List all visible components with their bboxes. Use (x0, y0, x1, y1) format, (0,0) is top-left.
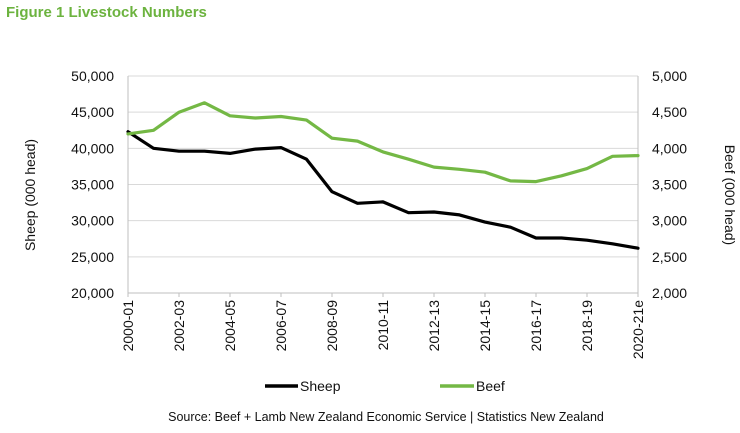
figure-title: Figure 1 Livestock Numbers (6, 4, 207, 21)
series-lines (126, 101, 640, 250)
x-tick-label: 2010-11 (375, 300, 391, 351)
left-tick-label: 40,000 (71, 140, 114, 156)
right-tick-label: 2,000 (652, 285, 687, 301)
right-tick-label: 5,000 (652, 68, 687, 84)
left-tick-label: 20,000 (71, 285, 114, 301)
right-axis-label: Beef (000 head) (722, 145, 738, 245)
right-axis-ticks: 2,000 2,500 3,000 3,500 4,000 4,500 5,000 (652, 68, 687, 301)
gridlines (128, 75, 638, 258)
x-tick-label: 2002-03 (171, 300, 187, 352)
legend-label-sheep: Sheep (300, 378, 341, 394)
left-tick-label: 45,000 (71, 104, 114, 120)
right-tick-label: 2,500 (652, 249, 687, 265)
left-tick-label: 35,000 (71, 177, 114, 193)
left-tick-label: 50,000 (71, 68, 114, 84)
series-line-sheep (126, 130, 640, 250)
legend-label-beef: Beef (476, 378, 505, 394)
x-tick-label: 2000-01 (120, 300, 136, 352)
right-tick-label: 3,000 (652, 213, 687, 229)
x-tick-label: 2018-19 (579, 300, 595, 352)
left-tick-label: 25,000 (71, 249, 114, 265)
right-tick-label: 3,500 (652, 177, 687, 193)
x-tick-label: 2016-17 (528, 300, 544, 352)
x-tick-label: 2020-21e (630, 300, 646, 359)
left-axis-label: Sheep (000 head) (22, 139, 38, 251)
x-tick-label: 2006-07 (273, 300, 289, 352)
right-tick-label: 4,000 (652, 140, 687, 156)
x-tick-label: 2014-15 (477, 300, 493, 352)
right-tick-label: 4,500 (652, 104, 687, 120)
series-line-beef (126, 101, 640, 184)
x-tick-label: 2008-09 (324, 300, 340, 352)
x-tick-label: 2004-05 (222, 300, 238, 352)
left-axis-ticks: 20,000 25,000 30,000 35,000 40,000 45,000 50,0… (71, 68, 114, 301)
left-tick-label: 30,000 (71, 213, 114, 229)
source-note: Source: Beef + Lamb New Zealand Economic… (168, 410, 604, 424)
legend: Sheep Beef (265, 378, 505, 394)
x-axis-ticks: 2000-01 2002-03 2004-05 2006-07 2008-09 2010-… (120, 293, 646, 359)
x-tick-label: 2012-13 (426, 300, 442, 352)
